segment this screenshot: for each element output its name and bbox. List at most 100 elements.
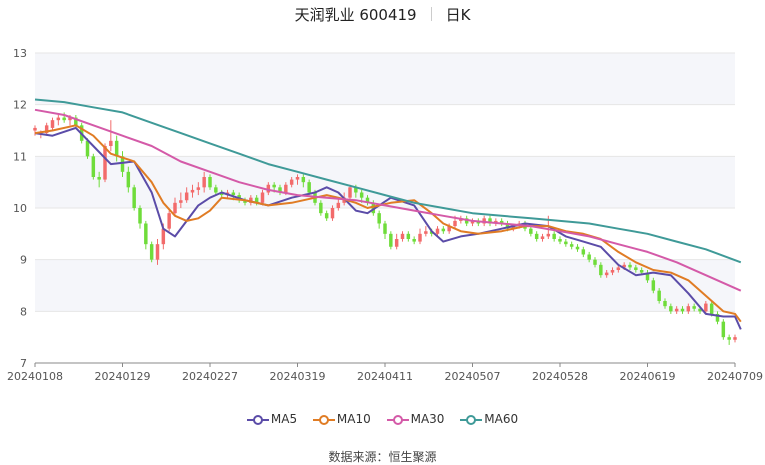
candle-body	[669, 306, 673, 312]
series-line-ma30	[34, 108, 742, 292]
candle-body	[214, 187, 218, 193]
candle-body	[359, 192, 364, 198]
legend-label-ma60: MA60	[484, 412, 519, 426]
candle-body	[447, 226, 451, 232]
candle-body	[149, 244, 154, 260]
x-tick-label: 20240227	[182, 370, 238, 383]
legend-item-ma30[interactable]: MA30	[386, 412, 445, 426]
candle-body	[435, 228, 440, 234]
candle-body	[674, 308, 679, 312]
candle-body	[721, 321, 726, 338]
legend-label-ma30: MA30	[410, 412, 445, 426]
candle-body	[599, 264, 603, 276]
candle-body	[161, 228, 166, 245]
candle-body	[441, 228, 446, 232]
candle-body	[377, 213, 381, 224]
y-tick-label: 10	[13, 202, 27, 215]
x-tick-label: 20240108	[7, 370, 63, 383]
candle-body	[301, 177, 306, 183]
candle-body	[354, 187, 358, 193]
candle-body	[383, 223, 387, 234]
candle-body	[336, 202, 341, 208]
stock-name: 天润乳业 600419	[294, 6, 417, 24]
candle-body	[488, 218, 492, 224]
candle-body	[295, 177, 300, 180]
candle-body	[202, 177, 206, 188]
legend-marker-ma30	[386, 415, 409, 425]
legend-marker-ma5	[246, 415, 269, 425]
candle-body	[686, 306, 691, 312]
candle-body	[91, 156, 96, 177]
candle-body	[289, 179, 294, 185]
candle-body	[715, 313, 720, 322]
candle-body	[651, 280, 656, 291]
candle-body	[50, 120, 55, 128]
candle-body	[56, 117, 61, 121]
legend-label-ma10: MA10	[336, 412, 371, 426]
candle-body	[534, 233, 539, 239]
candle-body	[155, 244, 160, 260]
candle-body	[74, 117, 78, 126]
candle-body	[698, 308, 702, 312]
candle-body	[324, 213, 329, 219]
candle-body	[499, 220, 504, 224]
y-tick-label: 12	[13, 99, 27, 112]
candle-body	[604, 272, 609, 276]
legend-label-ma5: MA5	[270, 412, 298, 426]
candle-body	[219, 192, 224, 196]
candle-body	[505, 223, 510, 229]
source-name: 恒生聚源	[388, 450, 437, 464]
chart-title: 天润乳业 600419 日K	[0, 4, 765, 28]
x-tick-label: 20240619	[620, 370, 676, 383]
candle-body	[173, 202, 177, 214]
candle-body	[400, 233, 405, 239]
candle-body	[564, 241, 568, 245]
candle-body	[575, 246, 580, 250]
candle-body	[68, 117, 72, 121]
candle-body	[639, 270, 644, 273]
candle-body	[429, 231, 434, 234]
candle-body	[278, 187, 282, 193]
candle-body	[622, 264, 626, 268]
source-label: 数据来源：	[328, 450, 389, 464]
candle-body	[44, 125, 49, 134]
candle-body	[418, 233, 422, 242]
candle-body	[552, 233, 556, 239]
candle-body	[167, 213, 171, 229]
candle-body	[464, 218, 469, 224]
series-line-ma60	[34, 98, 742, 264]
candle-body	[114, 140, 119, 157]
grid-band	[35, 156, 735, 208]
x-tick-label: 20240319	[270, 370, 326, 383]
y-tick-label: 11	[13, 150, 27, 163]
series-line-ma10	[34, 124, 742, 323]
candle-body	[733, 337, 737, 340]
y-tick-label: 7	[20, 357, 27, 370]
candle-body	[587, 254, 591, 260]
y-tick-label: 8	[20, 305, 27, 318]
candle-body	[569, 244, 574, 247]
candle-body	[610, 270, 615, 273]
candle-body	[179, 200, 183, 203]
candle-body	[453, 220, 457, 227]
candle-body	[680, 308, 685, 312]
legend-item-ma10[interactable]: MA10	[312, 412, 371, 426]
candle-body	[120, 156, 125, 172]
legend-item-ma5[interactable]: MA5	[246, 412, 298, 426]
candle-body	[249, 197, 253, 203]
legend-item-ma60[interactable]: MA60	[460, 412, 518, 426]
candle-body	[272, 184, 276, 188]
candle-body	[33, 127, 37, 131]
candle-body	[371, 202, 376, 214]
candle-body	[663, 301, 667, 307]
candle-body	[470, 220, 475, 224]
candle-body	[657, 290, 661, 301]
candle-body	[103, 146, 107, 180]
candle-body	[540, 236, 545, 239]
x-tick-label: 20240528	[532, 370, 588, 383]
legend-marker-ma60	[460, 415, 483, 425]
candle-body	[558, 239, 562, 242]
candle-body	[144, 223, 148, 245]
